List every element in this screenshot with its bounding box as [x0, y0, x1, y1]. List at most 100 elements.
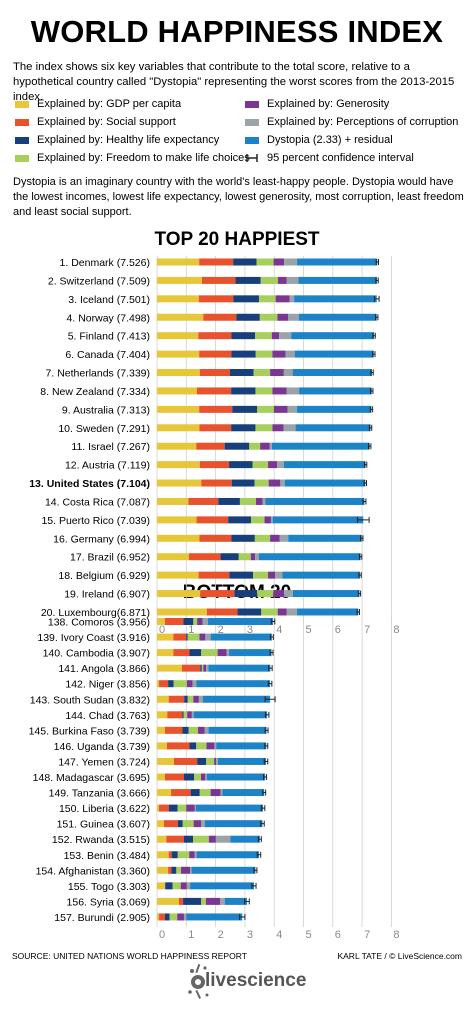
- bar-segment: [183, 835, 194, 843]
- bar-segment: [235, 276, 261, 284]
- bar-segment: [183, 913, 187, 921]
- intro-text: The index shows six key variables that c…: [13, 61, 455, 103]
- bar-segment: [193, 695, 199, 703]
- bar-segment: [257, 405, 274, 413]
- x-tick-label: 2: [218, 624, 224, 636]
- category-label: 149. Tanzania (3.666): [49, 788, 150, 800]
- bar-segment: [157, 534, 200, 542]
- bar-segment: [199, 405, 233, 413]
- bar-segment: [157, 664, 182, 672]
- bar-segment: [217, 757, 266, 765]
- bar-segment: [157, 350, 200, 358]
- livescience-logo-icon: [188, 963, 209, 999]
- bar-segment: [178, 897, 184, 905]
- bar-segment: [283, 369, 293, 377]
- bar-segment: [294, 350, 374, 358]
- logo-wordmark: livescience: [205, 970, 307, 991]
- category-label: 153. Benin (3.484): [64, 850, 150, 862]
- bar-segment: [261, 608, 278, 616]
- bar-segment: [280, 479, 285, 487]
- bar-segment: [208, 835, 216, 843]
- bar-segment: [232, 405, 258, 413]
- category-label: 151. Guinea (3.607): [57, 819, 150, 831]
- bar-segment: [157, 897, 179, 905]
- bar-segment: [260, 442, 270, 450]
- bar-segment: [234, 590, 258, 598]
- bar-segment: [268, 479, 281, 487]
- bar-segment: [291, 332, 375, 340]
- legend-swatch: [15, 155, 29, 162]
- confidence-interval-icon: [246, 154, 258, 162]
- bar-segment: [231, 479, 255, 487]
- bar-segment: [168, 866, 172, 874]
- legend-label: 95 percent confidence interval: [267, 152, 414, 164]
- bar-segment: [199, 258, 234, 266]
- bar-segment: [268, 571, 276, 579]
- bar-segment: [169, 913, 178, 921]
- bar-segment: [157, 742, 167, 750]
- bar-segment: [205, 773, 207, 781]
- bar-segment: [292, 590, 360, 598]
- bar-segment: [208, 664, 271, 672]
- category-label: 146. Uganda (3.739): [54, 741, 150, 753]
- bar-segment: [198, 332, 232, 340]
- bar-segment: [251, 516, 265, 524]
- x-tick-label: 6: [335, 929, 341, 941]
- bar-segment: [282, 571, 361, 579]
- bar-segment: [256, 258, 274, 266]
- bar-segment: [172, 882, 181, 890]
- bar-segment: [268, 461, 278, 469]
- legend-swatch: [15, 101, 29, 108]
- bar-segment: [285, 350, 295, 358]
- bar-segment: [184, 695, 188, 703]
- bar-segment: [210, 789, 221, 797]
- bar-segment: [229, 461, 253, 469]
- bar-segment: [195, 804, 264, 812]
- bar-segment: [189, 649, 202, 657]
- x-tick-label: 4: [276, 929, 282, 941]
- bar-segment: [275, 295, 290, 303]
- bar-segment: [199, 534, 232, 542]
- bar-segment: [164, 820, 178, 828]
- bar-segment: [201, 479, 232, 487]
- category-label: 13. United States (7.104): [29, 478, 150, 490]
- bar-segment: [159, 680, 169, 688]
- x-tick-label: 3: [247, 929, 253, 941]
- bar-segment: [157, 618, 165, 625]
- bar-segment: [297, 608, 359, 616]
- bar-segment: [182, 711, 184, 719]
- bar-segment: [197, 618, 203, 625]
- bar-segment: [255, 553, 259, 561]
- chart-top20-title: TOP 20 HAPPIEST: [154, 229, 320, 250]
- bar-segment: [253, 571, 269, 579]
- bar-segment: [207, 618, 274, 625]
- bar-segment: [196, 516, 229, 524]
- bar-segment: [191, 711, 194, 719]
- dystopia-description: Dystopia is an imaginary country with th…: [13, 176, 464, 218]
- bar-segment: [177, 851, 190, 859]
- bar-segment: [255, 387, 273, 395]
- bar-segment: [157, 387, 197, 395]
- bar-segment: [173, 680, 187, 688]
- x-tick-label: 6: [335, 624, 341, 636]
- bar-segment: [157, 820, 165, 828]
- bar-segment: [182, 820, 194, 828]
- bar-segment: [168, 851, 172, 859]
- bar-segment: [204, 726, 209, 734]
- bar-segment: [169, 804, 178, 812]
- bar-segment: [204, 820, 263, 828]
- bar-segment: [294, 295, 377, 303]
- category-label: 4. Norway (7.498): [67, 312, 150, 324]
- category-label: 1. Denmark (7.526): [60, 257, 150, 269]
- bar-segment: [157, 726, 165, 734]
- bar-segment: [216, 742, 267, 750]
- bar-segment: [277, 608, 287, 616]
- bar-segment: [187, 695, 194, 703]
- bar-segment: [159, 804, 170, 812]
- bar-segment: [273, 405, 288, 413]
- bar-segment: [198, 695, 203, 703]
- category-label: 2. Switzerland (7.509): [48, 275, 150, 287]
- category-label: 141. Angola (3.866): [58, 663, 150, 675]
- bar-segment: [255, 424, 273, 432]
- bar-segment: [286, 276, 299, 284]
